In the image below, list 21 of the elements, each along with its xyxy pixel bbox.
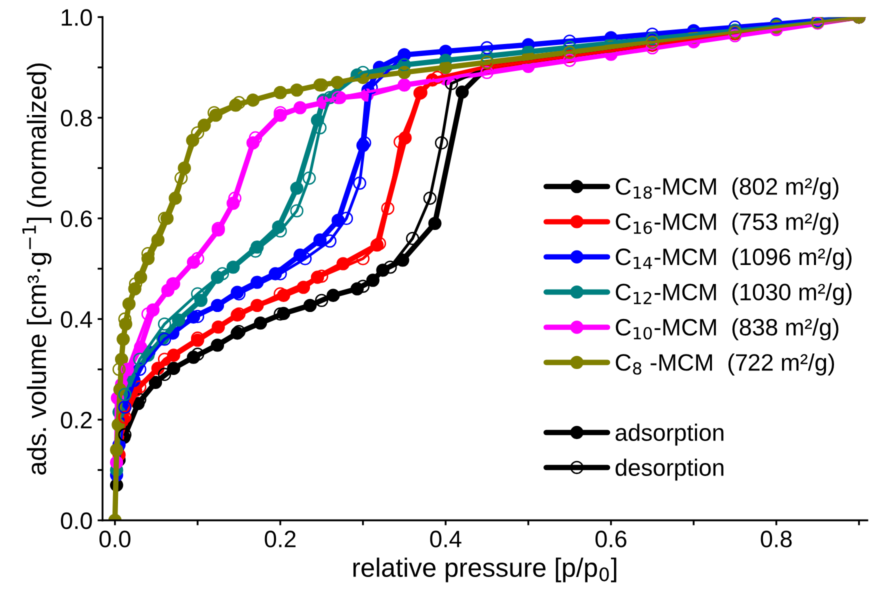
x-tick-label: 0.2: [264, 530, 296, 548]
y-tick-label: 0.6: [60, 210, 92, 228]
x-tick-label: 0.0: [99, 530, 130, 548]
y-axis-title: ads. volume [cm³·g$^{−1}$] (normalized): [22, 63, 52, 475]
legend-label: desorption: [616, 458, 724, 481]
legend-label: C$_{10}$-MCM (838 m²/g): [616, 318, 838, 340]
y-tick-label: 0.8: [60, 110, 92, 127]
x-tick-label: 0.4: [430, 530, 462, 548]
legend-label: C$_{8}$ -MCM (722 m²/g): [616, 353, 834, 376]
y-tick-label: 1.0: [62, 9, 92, 26]
y-tick-label: 0.0: [60, 512, 92, 530]
legend-label: adsorption: [616, 424, 724, 446]
legend-label: C$_{16}$-MCM (753 m²/g): [616, 212, 838, 235]
x-tick-label: 0.8: [760, 530, 792, 548]
legend-label: C$_{12}$-MCM (1030 m²/g): [616, 283, 852, 306]
y-tick-label: 0.4: [60, 311, 92, 328]
x-axis-title: relative pressure [p/p$_{0}$]: [353, 558, 616, 582]
legend-label: C$_{14}$-MCM (1096 m²/g): [616, 248, 852, 270]
y-tick-label: 0.2: [60, 412, 92, 428]
x-tick-label: 0.6: [595, 530, 626, 548]
legend-label: C$_{18}$-MCM (802 m²/g): [616, 178, 838, 200]
